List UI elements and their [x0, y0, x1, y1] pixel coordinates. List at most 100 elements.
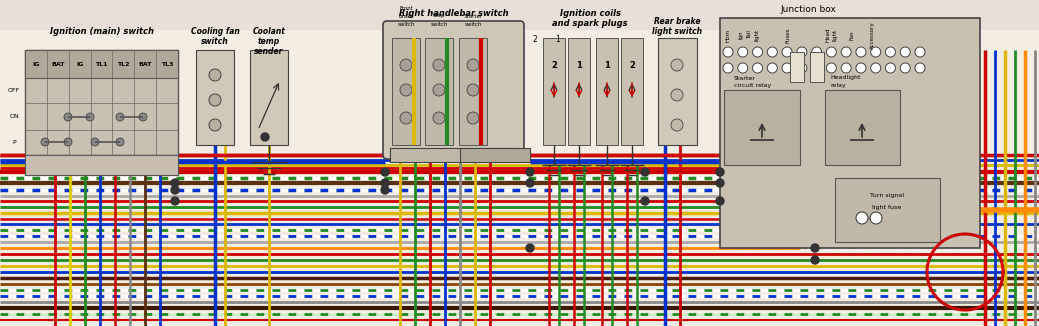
Circle shape: [716, 197, 724, 205]
Text: IG: IG: [76, 62, 83, 67]
Text: Starter: Starter: [463, 13, 482, 19]
Bar: [543, 38, 565, 145]
Text: brake: brake: [398, 13, 414, 19]
Text: Stop: Stop: [433, 13, 446, 19]
Circle shape: [915, 47, 925, 57]
Text: circuit relay: circuit relay: [734, 83, 771, 88]
Text: switch: switch: [202, 37, 229, 47]
Circle shape: [871, 63, 881, 73]
Circle shape: [811, 244, 819, 252]
Text: 1: 1: [604, 61, 610, 69]
Circle shape: [116, 138, 124, 146]
Bar: [460, 148, 530, 162]
Circle shape: [526, 179, 534, 187]
Text: 1: 1: [576, 61, 582, 69]
Text: sender: sender: [255, 48, 284, 56]
Text: Headlight: Headlight: [830, 76, 860, 81]
Text: Horn: Horn: [725, 28, 730, 41]
Circle shape: [641, 197, 649, 205]
Bar: [835, 178, 940, 242]
Text: 2: 2: [533, 36, 537, 45]
Bar: [459, 38, 487, 145]
Circle shape: [842, 47, 851, 57]
Text: Rear brake: Rear brake: [654, 18, 700, 26]
Bar: [0, 0, 1039, 30]
Circle shape: [467, 59, 479, 71]
Circle shape: [842, 63, 851, 73]
Circle shape: [171, 186, 179, 194]
Circle shape: [811, 63, 822, 73]
Circle shape: [856, 47, 865, 57]
Circle shape: [885, 63, 896, 73]
Text: TL2: TL2: [117, 62, 130, 67]
Circle shape: [826, 63, 836, 73]
Bar: [425, 38, 453, 145]
Circle shape: [526, 168, 534, 176]
Circle shape: [782, 47, 792, 57]
Bar: [596, 38, 618, 145]
Circle shape: [64, 113, 72, 121]
Circle shape: [768, 63, 777, 73]
Circle shape: [752, 63, 763, 73]
Circle shape: [900, 63, 910, 73]
FancyBboxPatch shape: [383, 21, 524, 159]
Text: Starter: Starter: [734, 76, 756, 81]
Circle shape: [856, 212, 868, 224]
Circle shape: [723, 47, 732, 57]
Circle shape: [526, 244, 534, 252]
Text: Ignition coils: Ignition coils: [559, 9, 620, 19]
Circle shape: [716, 168, 724, 176]
Circle shape: [768, 47, 777, 57]
Bar: [390, 148, 517, 162]
Text: Right handlebar switch: Right handlebar switch: [399, 9, 509, 19]
Circle shape: [797, 63, 807, 73]
Text: OFF: OFF: [8, 87, 20, 93]
Circle shape: [400, 84, 412, 96]
Bar: [196, 50, 234, 145]
Circle shape: [381, 168, 389, 176]
Circle shape: [811, 256, 819, 264]
Bar: [825, 90, 900, 165]
Text: 2: 2: [551, 61, 557, 69]
Circle shape: [139, 113, 146, 121]
Circle shape: [723, 63, 732, 73]
Bar: [621, 38, 643, 145]
Circle shape: [870, 212, 882, 224]
Circle shape: [871, 47, 881, 57]
Circle shape: [797, 47, 807, 57]
Text: Junction box: Junction box: [780, 6, 836, 14]
Bar: [250, 50, 288, 145]
Circle shape: [915, 63, 925, 73]
Circle shape: [641, 168, 649, 176]
Text: ON: ON: [9, 114, 19, 120]
Circle shape: [716, 179, 724, 187]
Circle shape: [86, 113, 94, 121]
Circle shape: [400, 112, 412, 124]
Text: Fuses: Fuses: [785, 27, 790, 43]
Circle shape: [826, 47, 836, 57]
Circle shape: [116, 113, 124, 121]
Circle shape: [433, 84, 445, 96]
Text: Turn signal: Turn signal: [870, 192, 904, 198]
Circle shape: [171, 179, 179, 187]
Circle shape: [171, 197, 179, 205]
Text: light fuse: light fuse: [873, 204, 902, 210]
Circle shape: [811, 47, 822, 57]
Text: Accessory: Accessory: [870, 21, 875, 49]
Text: light switch: light switch: [652, 27, 702, 37]
Bar: [568, 38, 590, 145]
Bar: [810, 52, 824, 82]
Text: BAT: BAT: [138, 62, 152, 67]
Text: switch: switch: [464, 22, 482, 26]
Circle shape: [738, 63, 748, 73]
Text: TL3: TL3: [161, 62, 174, 67]
Circle shape: [738, 47, 748, 57]
Circle shape: [433, 59, 445, 71]
Circle shape: [209, 94, 221, 106]
Circle shape: [467, 112, 479, 124]
Circle shape: [381, 179, 389, 187]
Text: Tail: Tail: [747, 31, 752, 39]
Circle shape: [671, 59, 683, 71]
Circle shape: [400, 59, 412, 71]
Bar: [724, 90, 800, 165]
